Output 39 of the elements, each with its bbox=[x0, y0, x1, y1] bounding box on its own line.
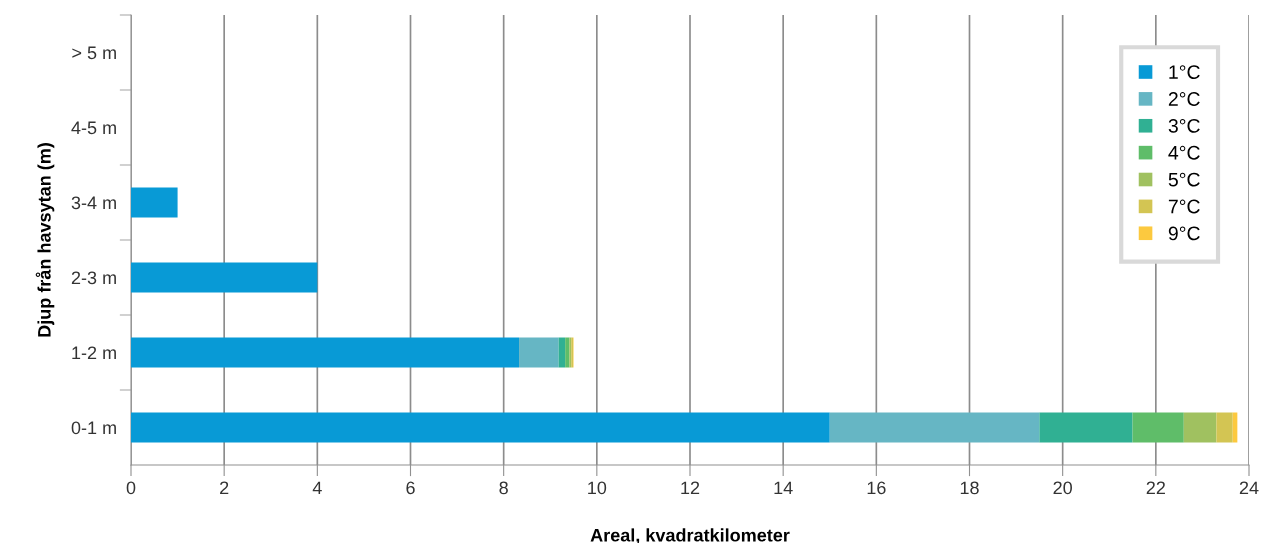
bar bbox=[829, 412, 1040, 443]
bar bbox=[558, 337, 566, 368]
bar bbox=[131, 337, 520, 368]
x-tick-label: 6 bbox=[406, 481, 415, 495]
bar bbox=[519, 337, 559, 368]
x-tick-label: 20 bbox=[1053, 481, 1072, 495]
x-tick-label: 12 bbox=[681, 481, 700, 495]
x-tick-label: 24 bbox=[1239, 481, 1259, 495]
legend-label: 7°C bbox=[1168, 199, 1200, 214]
bar bbox=[1132, 412, 1184, 443]
x-tick-label: 14 bbox=[774, 481, 793, 495]
legend-label: 1°C bbox=[1169, 65, 1200, 79]
legend-label: 3°C bbox=[1168, 118, 1200, 133]
bar bbox=[565, 337, 570, 368]
x-tick-label: 22 bbox=[1146, 481, 1165, 495]
y-tick-label: 2-3 m bbox=[71, 271, 116, 285]
bar bbox=[1216, 412, 1233, 443]
y-tick-label: > 5 m bbox=[72, 46, 116, 60]
y-tick-label: 4-5 m bbox=[71, 121, 116, 135]
legend-label: 4°C bbox=[1168, 145, 1200, 160]
x-tick-label: 4 bbox=[312, 481, 322, 495]
legend-label: 9°C bbox=[1168, 226, 1200, 241]
y-tick-label: 3-4 m bbox=[71, 196, 116, 210]
x-tick-label: 16 bbox=[867, 481, 886, 495]
x-tick-label: 10 bbox=[588, 481, 607, 495]
y-tick-label: 0-1 m bbox=[71, 421, 116, 435]
legend-label: 5°C bbox=[1168, 172, 1200, 187]
legend-label: 2°C bbox=[1168, 92, 1200, 106]
x-tick-label: 0 bbox=[126, 481, 136, 495]
bar bbox=[1183, 412, 1217, 443]
x-tick-label: 18 bbox=[960, 481, 979, 495]
x-tick-label: 2 bbox=[220, 481, 229, 495]
bar bbox=[1039, 412, 1133, 443]
y-axis-title: Djup från havsytan (m) bbox=[35, 143, 55, 337]
bar bbox=[131, 187, 178, 218]
bar bbox=[131, 412, 830, 443]
y-tick-label: 1-2 m bbox=[72, 346, 116, 360]
bar bbox=[131, 262, 318, 293]
x-tick-label: 8 bbox=[499, 481, 508, 495]
